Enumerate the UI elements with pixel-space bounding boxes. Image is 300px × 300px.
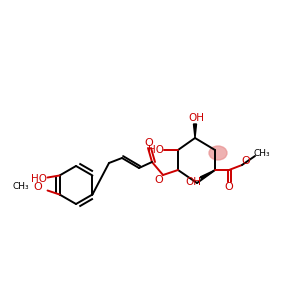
Text: CH₃: CH₃	[13, 182, 29, 191]
Text: O: O	[145, 138, 153, 148]
Text: OH: OH	[185, 177, 201, 187]
Text: O: O	[154, 175, 164, 185]
Text: CH₃: CH₃	[254, 148, 270, 158]
Text: O: O	[242, 156, 250, 166]
Polygon shape	[194, 124, 196, 138]
Ellipse shape	[209, 146, 227, 160]
Text: OH: OH	[188, 113, 204, 123]
Text: HO: HO	[148, 145, 164, 155]
Text: O: O	[225, 182, 233, 192]
Text: O: O	[34, 182, 43, 191]
Polygon shape	[200, 170, 215, 179]
Text: HO: HO	[31, 175, 46, 184]
